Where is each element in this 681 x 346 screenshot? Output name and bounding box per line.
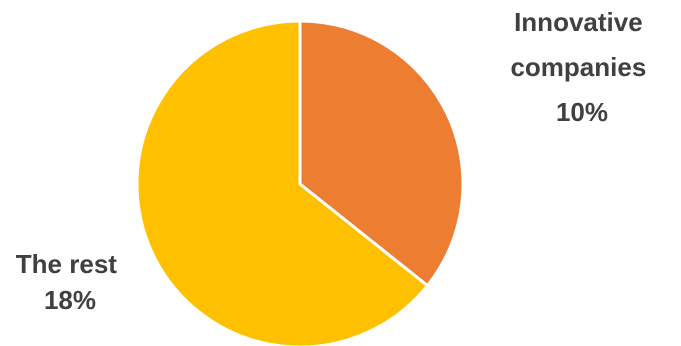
pie-slice-innovative bbox=[298, 19, 465, 288]
slice-label-innovative-value: 10% bbox=[556, 97, 608, 127]
slice-label-innovative-line-2: companies bbox=[510, 52, 646, 82]
slice-label-innovative-line-1: Innovative bbox=[514, 7, 643, 37]
slice-label-rest-line-1: The rest bbox=[16, 249, 117, 279]
slice-label-innovative: Innovative companies 10% bbox=[510, 7, 653, 127]
pie-slice-rest bbox=[135, 19, 429, 346]
slice-label-rest-value: 18% bbox=[44, 285, 96, 315]
pie-slices bbox=[135, 19, 465, 346]
slice-label-rest: The rest 18% bbox=[16, 249, 124, 315]
